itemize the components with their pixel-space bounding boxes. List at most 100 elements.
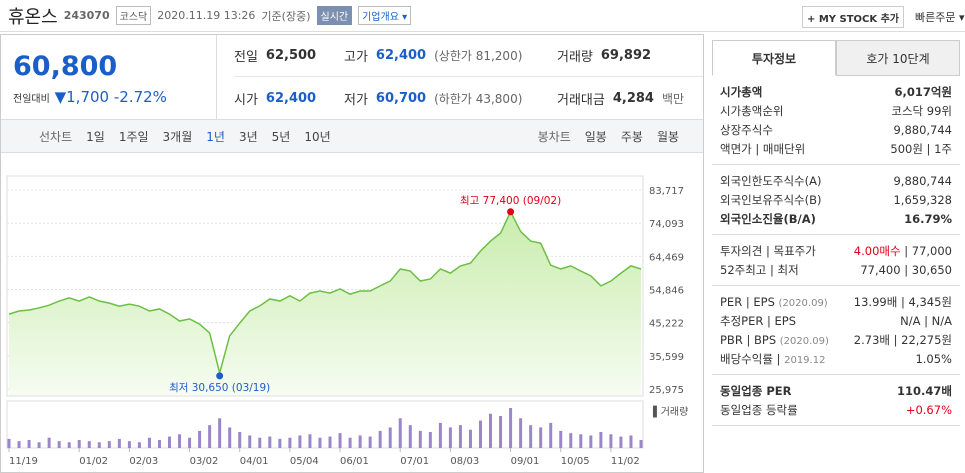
volume-bar: [288, 437, 292, 448]
line: [8, 210, 642, 376]
candle-tab[interactable]: 주봉: [620, 129, 643, 144]
volume-bar: [198, 430, 202, 448]
stat: 거래량 69,892: [557, 35, 703, 77]
realtime-badge[interactable]: 실시간: [316, 6, 353, 25]
row-value-wrap: 4.00매수 | 77,000: [854, 243, 952, 259]
volume-bar: [619, 436, 623, 448]
volume-bar: [428, 432, 432, 448]
row-value2: | 77,000: [904, 243, 952, 258]
y-tick-label: 54,846: [649, 286, 684, 297]
period-tab[interactable]: 1년: [206, 129, 225, 144]
volume-bar: [539, 427, 543, 448]
row-value: 77,400 | 30,650: [860, 262, 952, 277]
stat-label: 고가: [344, 50, 368, 65]
volume-bar: [499, 416, 503, 448]
volume-bar: [127, 441, 131, 448]
period-tab[interactable]: 3개월: [162, 129, 193, 144]
invest-panel: 투자정보 호가 10단계 시가총액 6,017억원 시가총액순위 코스닥 99위 상장주식…: [712, 40, 960, 426]
high-marker: [507, 208, 515, 216]
row-note: 2019.12: [784, 354, 826, 366]
stat-value: 62,400: [265, 90, 317, 106]
stat-label: 저가: [344, 92, 368, 108]
row-label: 외국인소진율(B/A): [720, 211, 816, 226]
volume-bar: [77, 440, 81, 448]
volume-bar: [328, 436, 332, 448]
row-value-wrap: +0.67%: [906, 403, 952, 417]
invest-row: PBR | BPS (2020.09) 2.73배 | 22,275원: [720, 330, 952, 349]
stat: 저가 60,700 (하한가 43,800): [344, 77, 557, 119]
volume-bar: [569, 433, 573, 448]
invest-row: 동일업종 PER 110.47배: [720, 381, 952, 400]
change: 전일대비 ▼1,700 -2.72%: [13, 88, 167, 106]
x-tick-label: 02/03: [129, 456, 158, 467]
invest-tab[interactable]: 호가 10단계: [836, 40, 960, 76]
low-marker: [216, 372, 224, 380]
x-tick-label: 11/19: [9, 456, 38, 467]
candle-tab[interactable]: 일봉: [584, 129, 607, 144]
header: 휴온스 243070 코스닥 2020.11.19 13:26 기준(장중) 실…: [0, 0, 965, 32]
volume-bar: [589, 435, 593, 448]
row-label-wrap: 외국인보유주식수(B): [720, 192, 822, 208]
row-value: 9,880,744: [893, 122, 952, 137]
period-tab[interactable]: 3년: [238, 129, 258, 144]
stock-code: 243070: [63, 9, 110, 22]
row-label-wrap: 시가총액: [720, 84, 762, 100]
volume-bar: [519, 418, 523, 448]
chart-tabs: 선차트 1일 1주일 3개월 1년 3년 5년 10년 봉차트 일봉 주봉 월봉: [1, 119, 703, 153]
row-value: 6,017억원: [894, 84, 952, 99]
y-tick-label: 35,599: [649, 352, 684, 363]
volume-bar: [398, 418, 402, 448]
invest-row: 시가총액 6,017억원: [720, 82, 952, 101]
company-info[interactable]: 기업개요 ▾: [358, 6, 412, 25]
period-tab[interactable]: 10년: [304, 129, 331, 144]
my-stock-button[interactable]: + MY STOCK 추가: [802, 6, 904, 28]
period-tab[interactable]: 5년: [271, 129, 291, 144]
row-note: (2020.09): [779, 335, 829, 347]
volume-bar: [489, 413, 493, 448]
volume-bar: [7, 438, 11, 448]
volume-bar: [368, 436, 372, 448]
price-box: 60,800 전일대비 ▼1,700 -2.72%: [1, 35, 217, 119]
row-label-wrap: 시가총액순위: [720, 103, 783, 119]
basis: 기준(장중): [261, 9, 311, 23]
volume-bar: [599, 432, 603, 448]
price: 60,800: [13, 51, 118, 82]
volume-bar: [87, 441, 91, 448]
row-value: 1,659,328: [893, 192, 952, 207]
invest-tabs: 투자정보 호가 10단계: [712, 40, 960, 76]
row-label: 투자의견 | 목표주가: [720, 243, 816, 258]
candle-tab[interactable]: 월봉: [656, 129, 680, 144]
period-tab[interactable]: 1일: [86, 129, 105, 144]
volume-bar: [238, 432, 242, 448]
stats: 전일 62,500 고가 62,400 (상한가 81,200) 거래량 69,892 시가 6…: [217, 35, 703, 119]
row-value: 16.79%: [904, 211, 952, 226]
volume-bar: [388, 427, 392, 448]
period-tab[interactable]: 1주일: [118, 129, 149, 144]
invest-row: 외국인한도주식수(A) 9,880,744: [720, 171, 952, 190]
volume-bar: [318, 437, 322, 448]
volume-bar: [268, 436, 272, 448]
row-label: PER | EPS: [720, 294, 775, 309]
stat-note: 백만: [661, 91, 685, 106]
row-value-wrap: 6,017억원: [894, 84, 952, 100]
volume-bar: [47, 437, 51, 448]
row-value-wrap: N/A | N/A: [900, 314, 952, 328]
row-value-wrap: 13.99배 | 4,345원: [854, 294, 952, 310]
stat-label: 거래대금: [557, 92, 605, 108]
volume-bar: [37, 442, 41, 448]
row-value: +0.67%: [905, 402, 952, 417]
invest-row: 외국인소진율(B/A) 16.79%: [720, 209, 952, 228]
invest-row: 상장주식수 9,880,744: [720, 120, 952, 139]
row-label-wrap: 동일업종 등락률: [720, 402, 798, 418]
volume-bar: [178, 434, 182, 448]
stat-label: 전일: [234, 50, 258, 65]
stat-label: 시가: [234, 92, 258, 108]
invest-tab[interactable]: 투자정보: [712, 40, 836, 76]
tab-heading: 봉차트: [537, 129, 571, 144]
invest-row: 액면가 | 매매단위 500원 | 1주: [720, 139, 952, 158]
stat-note: (상한가 81,200): [434, 49, 523, 63]
datetime: 2020.11.19 13:26: [157, 9, 256, 22]
volume-bar: [137, 442, 141, 448]
quick-order[interactable]: 빠른주문 ▾: [915, 11, 965, 24]
